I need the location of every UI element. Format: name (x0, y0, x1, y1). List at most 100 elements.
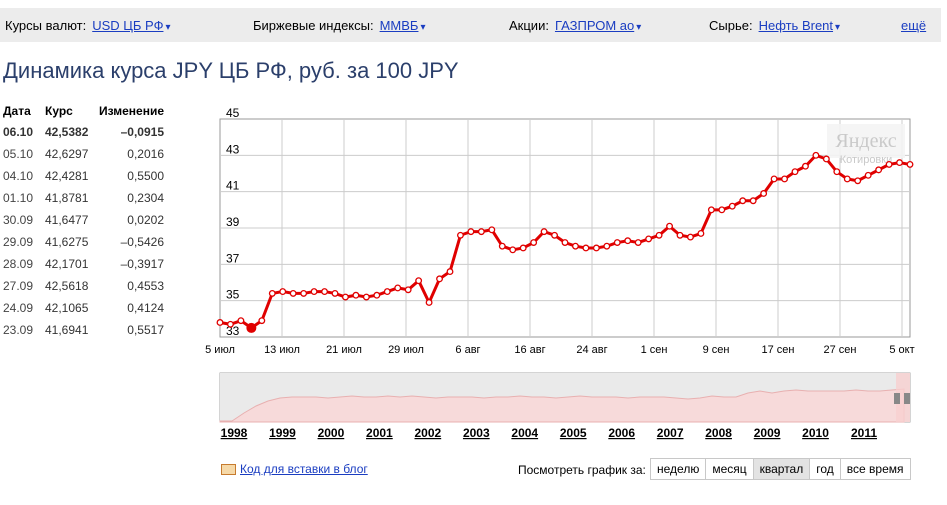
yandex-watermark-text: Яндекс (835, 130, 896, 152)
x-tick-label: 5 окт (889, 344, 914, 356)
data-point (404, 286, 412, 294)
change-cell: 0,0202 (127, 213, 164, 227)
data-point (739, 197, 747, 205)
rate-cell: 42,5382 (45, 125, 89, 139)
date-cell: 04.10 (3, 169, 34, 183)
period-button[interactable]: месяц (705, 458, 754, 480)
commodity-label: Сырье: (709, 18, 753, 33)
overview-year-label: 2000 (318, 426, 345, 440)
data-point (906, 160, 914, 168)
data-point (645, 235, 653, 243)
data-point (707, 206, 715, 214)
table-row: 29.09 41,6275 –0,5426 (3, 231, 164, 253)
chevron-down-icon[interactable]: ▾ (165, 22, 171, 33)
index-dropdown[interactable]: ММВБ (379, 18, 419, 33)
x-tick-label: 9 сен (703, 344, 730, 356)
overview-year-label: 2003 (463, 426, 490, 440)
data-point (331, 289, 339, 297)
data-point (237, 317, 245, 325)
data-point (676, 231, 684, 239)
data-point (509, 246, 517, 254)
y-tick-label: 45 (226, 106, 240, 120)
overview-year-label: 2004 (511, 426, 538, 440)
envelope-icon (221, 464, 236, 476)
period-button[interactable]: все время (839, 458, 911, 480)
data-point (477, 228, 485, 236)
period-button[interactable]: год (809, 458, 841, 480)
index-selector: Биржевые индексы: ММВБ ▾ (253, 18, 426, 33)
more-link[interactable]: ещё (901, 18, 927, 33)
data-point (603, 242, 611, 250)
data-point (551, 231, 558, 239)
yandex-watermark (827, 124, 905, 158)
data-point (279, 288, 287, 296)
stock-dropdown[interactable]: ГАЗПРОМ ао (554, 18, 635, 33)
data-point (592, 244, 600, 252)
rate-cell: 42,6297 (45, 147, 89, 161)
change-cell: 0,5517 (127, 323, 164, 337)
currency-label: Курсы валют: (5, 18, 87, 33)
rates-table: Дата Курс Изменение 06.10 42,5382 –0,0915 05.… (3, 101, 164, 341)
data-point (289, 289, 297, 297)
data-point (885, 160, 893, 168)
data-point (342, 293, 349, 301)
date-cell: 23.09 (3, 323, 34, 337)
yandex-watermark-sub: Котировки (840, 154, 893, 166)
table-row: 01.10 41,8781 0,2304 (3, 187, 164, 209)
data-point (666, 222, 673, 230)
data-point (540, 228, 548, 236)
change-cell: 0,2304 (127, 191, 164, 205)
data-point (812, 151, 820, 159)
data-point (561, 239, 569, 246)
overview-year-label: 2011 (851, 426, 877, 440)
commodity-dropdown[interactable]: Нефть Brent (758, 18, 834, 33)
data-point (362, 293, 370, 301)
rate-cell: 42,5618 (45, 279, 89, 293)
overview-year-label: 2008 (705, 426, 732, 440)
data-point (822, 155, 830, 163)
x-tick-label: 27 сен (824, 344, 857, 356)
data-point (258, 317, 266, 325)
blog-embed[interactable]: Код для вставки в блог (221, 462, 368, 476)
table-row: 27.09 42,5618 0,4553 (3, 275, 164, 297)
change-cell: 0,5500 (127, 169, 164, 183)
overview-year-label: 2006 (608, 426, 635, 440)
date-cell: 01.10 (3, 191, 34, 205)
period-button[interactable]: неделю (650, 458, 707, 480)
chevron-down-icon[interactable]: ▾ (835, 22, 841, 33)
overview-year-label: 2005 (560, 426, 587, 440)
change-cell: 0,2016 (127, 147, 164, 161)
data-point (896, 159, 903, 167)
quotes-topbar: Курсы валют: USD ЦБ РФ ▾ Биржевые индексы:… (0, 8, 941, 42)
date-cell: 05.10 (3, 147, 34, 161)
x-tick-label: 29 июл (388, 344, 424, 356)
rate-cell: 41,6941 (45, 323, 89, 337)
chevron-down-icon[interactable]: ▾ (636, 22, 642, 33)
blog-embed-link[interactable]: Код для вставки в блог (240, 462, 368, 476)
column-header: Изменение (98, 104, 164, 118)
data-point (488, 226, 496, 234)
data-point (854, 177, 862, 185)
table-row: 30.09 41,6477 0,0202 (3, 209, 164, 231)
data-point (655, 231, 663, 239)
data-point (760, 190, 768, 197)
currency-dropdown[interactable]: USD ЦБ РФ (92, 18, 164, 33)
data-point (227, 320, 234, 328)
x-tick-label: 21 июл (326, 344, 362, 356)
data-point (843, 175, 851, 183)
data-point (373, 291, 381, 299)
y-tick-label: 37 (226, 251, 240, 265)
rate-cell: 42,1065 (45, 301, 89, 315)
chevron-down-icon[interactable]: ▾ (420, 22, 426, 33)
overview-year-label: 2001 (366, 426, 393, 440)
data-point (572, 242, 579, 250)
rate-cell: 41,6477 (45, 213, 89, 227)
overview-area (219, 388, 905, 423)
data-point (791, 168, 799, 176)
period-button[interactable]: квартал (752, 458, 811, 480)
data-point (770, 175, 778, 183)
x-tick-label: 1 сен (641, 344, 668, 356)
table-row: 04.10 42,4281 0,5500 (3, 165, 164, 187)
date-cell: 28.09 (3, 257, 34, 271)
